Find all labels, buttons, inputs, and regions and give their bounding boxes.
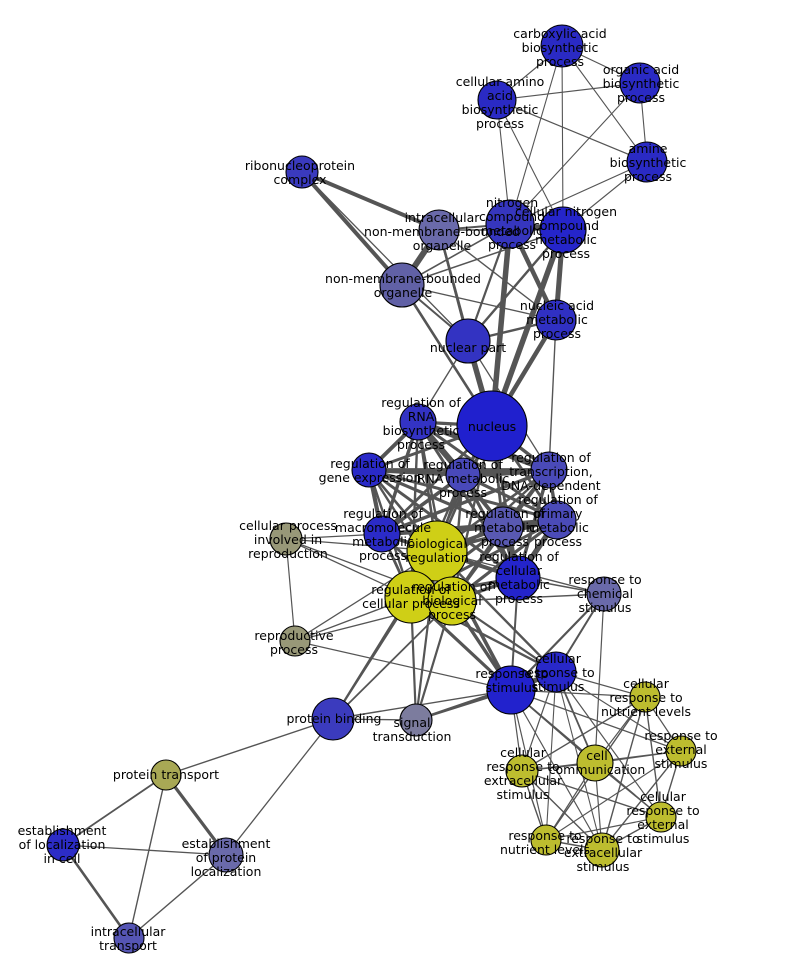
graph-edge [165,718,334,776]
graph-node-nucleic-acid-metabolic-process[interactable] [535,299,577,341]
graph-edge [380,468,551,536]
graph-node-regulation-of-macromolecule-metabolic-process[interactable] [363,515,401,553]
graph-node-response-to-external-stimulus[interactable] [665,735,697,767]
graph-edge [438,229,557,321]
graph-edge [367,468,559,522]
graph-edge [521,770,662,818]
graph-edge [496,99,564,231]
graph-edge [300,170,404,287]
graph-node-nuclear-part[interactable] [445,318,491,364]
graph-edge [300,170,441,232]
graph-node-regulation-of-transcription-dna-dependent[interactable] [530,451,568,489]
graph-node-regulation-of-biological-process[interactable] [427,576,477,626]
edges-layer [61,45,682,940]
graph-edge [301,171,469,342]
graph-node-cellular-nitrogen-compound-metabolic-process[interactable] [539,206,587,254]
graph-node-protein-transport[interactable] [150,759,182,791]
graph-edge [521,770,603,851]
graph-node-response-to-chemical-stimulus[interactable] [586,576,622,612]
graph-edge [548,319,557,471]
graph-node-organic-acid-biosynthetic-process[interactable] [619,62,661,104]
graph-edge [128,774,167,939]
graph-node-cellular-response-to-external-stimulus[interactable] [645,801,677,833]
graph-edge [401,229,564,286]
graph-edge [62,844,227,856]
nodes-layer [46,24,697,954]
graph-node-regulation-of-gene-expression[interactable] [351,452,387,488]
graph-node-cellular-amino-acid-biosynthetic-process[interactable] [477,80,517,120]
graph-node-carboxylic-acid-biosynthetic-process[interactable] [540,24,584,68]
graph-node-establishment-of-localization-in-cell[interactable] [46,828,80,862]
graph-node-signal-transduction[interactable] [399,703,433,737]
graph-edge [545,671,557,841]
graph-edge [367,468,505,529]
graph-edge [332,689,512,720]
graph-edge [601,750,682,851]
graph-edge [555,671,682,752]
graph-edge [332,600,453,720]
graph-edge [594,593,605,764]
graph-node-intracellular-non-membrane-bounded-organelle[interactable] [418,209,460,251]
graph-node-nitrogen-compound-metabolic-process[interactable] [485,199,535,249]
graph-node-response-to-stimulus[interactable] [486,665,536,715]
graph-edge [466,228,565,343]
graph-node-reproductive-process[interactable] [279,625,311,657]
graph-edge [644,696,662,818]
graph-node-protein-binding[interactable] [311,697,355,741]
graph-edge [510,689,603,851]
graph-edge [561,45,648,163]
graph-edge [545,750,682,841]
graph-node-cellular-process-involved-in-reproduction[interactable] [269,522,303,556]
graph-node-regulation-of-primary-metabolic-process[interactable] [537,500,577,540]
graph-edge [601,696,646,851]
graph-node-regulation-of-rna-biosynthetic-process[interactable] [399,403,437,441]
graph-node-regulation-of-cellular-metabolic-process[interactable] [495,555,541,601]
graph-node-establishment-of-protein-localization[interactable] [208,837,244,873]
graph-edge [62,774,167,846]
graph-node-cell-communication[interactable] [576,744,614,782]
graph-edge [128,854,227,939]
graph-edge [545,816,662,841]
graph-node-response-to-nutrient-levels[interactable] [530,824,562,856]
graph-edge [496,82,641,101]
graph-node-regulation-of-metabolic-process[interactable] [482,506,524,548]
graph-node-nucleus[interactable] [456,390,528,462]
graph-edge [61,843,131,940]
graph-edge [294,640,512,691]
graph-node-cellular-response-to-nutrient-levels[interactable] [629,681,661,713]
graph-edge [285,538,296,642]
graph-node-ribonucleoprotein-complex[interactable] [285,155,319,189]
graph-edge [521,696,646,772]
graph-edge [414,670,558,722]
graph-node-biological-regulation[interactable] [406,520,468,582]
graph-edge [509,45,563,225]
graph-node-regulation-of-rna-metabolic-process[interactable] [445,457,481,493]
graph-node-amine-biosynthetic-process[interactable] [626,141,668,183]
graph-edge [509,82,641,225]
graph-edge [401,284,557,321]
graph-edge [561,45,564,231]
graph-node-cellular-response-to-stimulus[interactable] [535,651,577,693]
graph-node-intracellular-transport[interactable] [113,922,145,954]
graph-edge [510,689,682,752]
graph-node-cellular-response-to-extracellular-stimulus[interactable] [505,754,539,788]
graph-edge [225,718,334,856]
graph-node-non-membrane-bounded-organelle[interactable] [379,262,425,308]
graph-node-response-to-extracellular-stimulus[interactable] [584,832,620,868]
graph-edge [496,99,648,163]
graph-edge [509,161,648,225]
